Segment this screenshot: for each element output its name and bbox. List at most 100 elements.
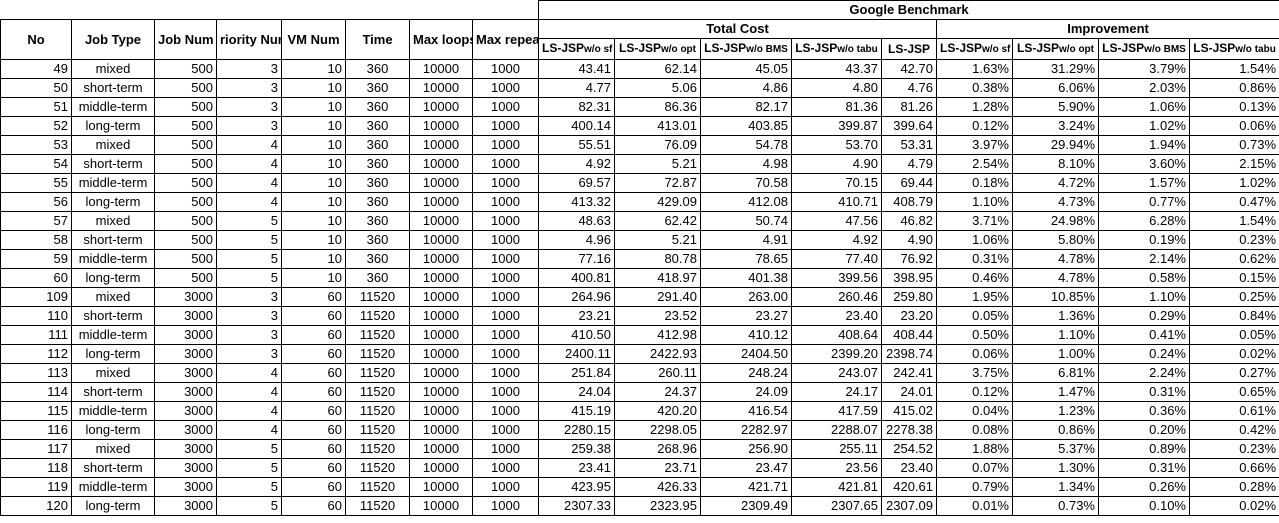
cell-max-loops: 10000 [409, 173, 473, 193]
cell-total-cost: 410.12 [700, 325, 792, 345]
cell-total-cost: 70.58 [700, 173, 792, 193]
cell-improvement: 1.57% [1098, 173, 1190, 193]
cell-improvement: 1.10% [1012, 325, 1099, 345]
cell-no: 58 [0, 230, 72, 250]
cell-max-loops: 10000 [409, 97, 473, 117]
cell-time: 360 [345, 268, 410, 288]
cell-max-loops: 10000 [409, 135, 473, 155]
cell-total-cost: 421.71 [700, 477, 792, 497]
col-header-main: LS-JSP [704, 41, 747, 55]
cell-job-num: 500 [154, 154, 217, 174]
cell-improvement: 0.08% [936, 420, 1013, 440]
cell-total-cost: 264.96 [538, 287, 615, 307]
cell-total-cost: 4.77 [538, 78, 615, 98]
cell-improvement: 0.20% [1098, 420, 1190, 440]
cell-time: 360 [345, 154, 410, 174]
cell-time: 360 [345, 211, 410, 231]
cell-max-repeat: 1000 [472, 420, 539, 440]
cell-improvement: 1.10% [936, 192, 1013, 212]
cell-total-cost: 23.56 [791, 458, 882, 478]
cell-no: 50 [0, 78, 72, 98]
cell-max-repeat: 1000 [472, 382, 539, 402]
cell-max-loops: 10000 [409, 192, 473, 212]
cell-total-cost: 2398.74 [881, 344, 937, 364]
cell-improvement: 0.28% [1188, 477, 1279, 497]
cell-time: 360 [345, 173, 410, 193]
cell-vm-num: 10 [281, 116, 346, 136]
cell-total-cost: 78.65 [700, 249, 792, 269]
cell-improvement: 2.15% [1188, 154, 1279, 174]
cell-priority-num: 4 [216, 192, 282, 212]
cell-total-cost: 5.21 [614, 154, 701, 174]
cell-no: 52 [0, 116, 72, 136]
cell-total-cost: 24.37 [614, 382, 701, 402]
cell-vm-num: 60 [281, 458, 346, 478]
table-row: 112 long-term 3000 3 60 11520 10000 1000 2400.11… [0, 344, 1279, 364]
col-header-suffix: w/o opt [1059, 44, 1094, 55]
cell-job-type: middle-term [71, 97, 155, 117]
cell-job-type: mixed [71, 211, 155, 231]
cell-priority-num: 5 [216, 268, 282, 288]
header-improvement: Improvement [935, 19, 1279, 39]
improvement-col-header: LS-JSPw/o opt [1012, 38, 1099, 60]
cell-total-cost: 62.42 [614, 211, 701, 231]
cell-total-cost: 4.91 [700, 230, 792, 250]
cell-no: 49 [0, 59, 72, 79]
cell-max-loops: 10000 [409, 325, 473, 345]
cell-total-cost: 43.41 [538, 59, 615, 79]
cell-improvement: 0.19% [1098, 230, 1190, 250]
cell-vm-num: 10 [281, 135, 346, 155]
cell-improvement: 0.46% [936, 268, 1013, 288]
table-row: 55 middle-term 500 4 10 360 10000 1000 69.57 72.8… [0, 173, 1279, 193]
cell-time: 360 [345, 249, 410, 269]
cell-total-cost: 4.92 [791, 230, 882, 250]
cell-total-cost: 420.20 [614, 401, 701, 421]
cell-total-cost: 76.92 [881, 249, 937, 269]
cell-total-cost: 23.47 [700, 458, 792, 478]
cell-total-cost: 412.08 [700, 192, 792, 212]
table-row: 50 short-term 500 3 10 360 10000 1000 4.77 5.06 4.… [0, 78, 1279, 98]
cell-max-loops: 10000 [409, 287, 473, 307]
cell-improvement: 0.73% [1012, 496, 1099, 516]
cell-job-type: mixed [71, 287, 155, 307]
cell-max-loops: 10000 [409, 306, 473, 326]
cell-vm-num: 10 [281, 211, 346, 231]
cell-vm-num: 10 [281, 230, 346, 250]
improvement-col-header: LS-JSPw/o sf [936, 38, 1013, 60]
cell-max-repeat: 1000 [472, 401, 539, 421]
cell-priority-num: 4 [216, 382, 282, 402]
col-header-main: LS-JSP [542, 41, 585, 55]
cell-total-cost: 418.97 [614, 268, 701, 288]
col-header-suffix: w/o opt [661, 44, 696, 55]
cell-total-cost: 268.96 [614, 439, 701, 459]
header-blank [0, 0, 539, 20]
cell-max-loops: 10000 [409, 211, 473, 231]
cell-improvement: 4.73% [1012, 192, 1099, 212]
table-row: 51 middle-term 500 3 10 360 10000 1000 82.31 86.3… [0, 97, 1279, 117]
cell-priority-num: 3 [216, 97, 282, 117]
col-header-suffix: w/o BMS [746, 44, 788, 55]
cell-time: 360 [345, 230, 410, 250]
cell-no: 56 [0, 192, 72, 212]
table-row: 119 middle-term 3000 5 60 11520 10000 1000 423.9… [0, 477, 1279, 497]
cell-improvement: 0.06% [936, 344, 1013, 364]
cell-improvement: 0.84% [1188, 306, 1279, 326]
cell-total-cost: 420.61 [881, 477, 937, 497]
cell-max-repeat: 1000 [472, 116, 539, 136]
cell-job-type: middle-term [71, 477, 155, 497]
cell-job-num: 3000 [154, 496, 217, 516]
cell-improvement: 3.75% [936, 363, 1013, 383]
cell-total-cost: 42.70 [881, 59, 937, 79]
table-title: Google Benchmark [537, 0, 1279, 20]
cell-total-cost: 408.79 [881, 192, 937, 212]
cell-job-num: 3000 [154, 363, 217, 383]
cell-job-num: 3000 [154, 401, 217, 421]
cell-total-cost: 23.41 [538, 458, 615, 478]
cell-job-num: 3000 [154, 477, 217, 497]
cell-total-cost: 55.51 [538, 135, 615, 155]
table-header: Google Benchmark No Job Type Job Num rio… [0, 0, 1279, 60]
cell-time: 11520 [345, 287, 410, 307]
cell-improvement: 0.36% [1098, 401, 1190, 421]
cell-total-cost: 4.76 [881, 78, 937, 98]
